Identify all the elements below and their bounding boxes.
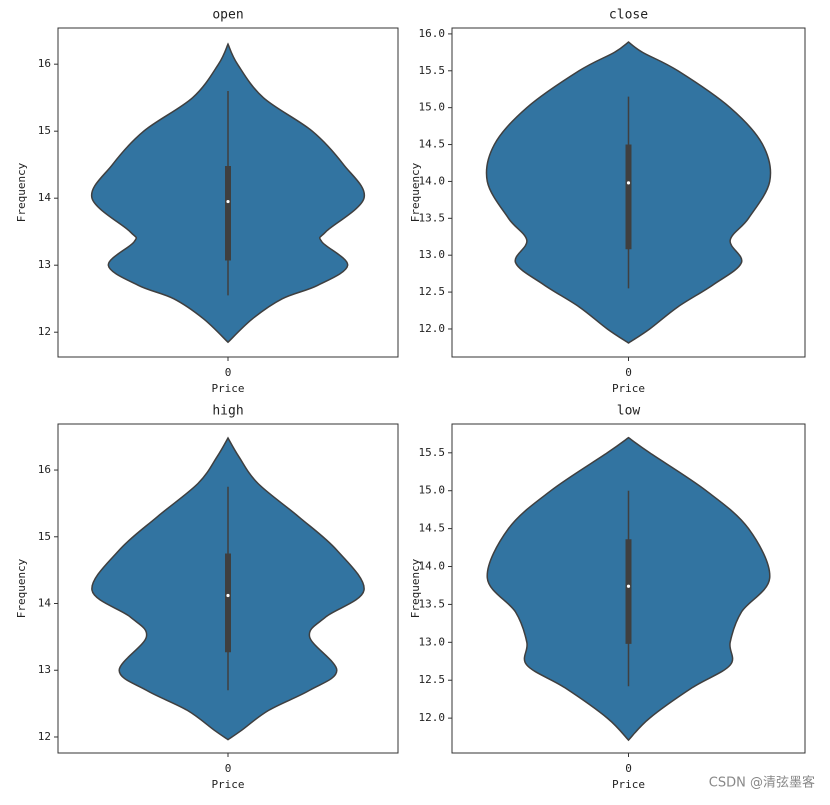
x-axis-label: Price <box>612 778 645 791</box>
y-tick-label: 12.0 <box>419 322 446 335</box>
x-tick-label: 0 <box>625 366 632 379</box>
x-tick-label: 0 <box>625 762 632 775</box>
y-tick-label: 14 <box>38 191 52 204</box>
y-tick-label: 14.5 <box>419 138 446 151</box>
y-tick-label: 15 <box>38 124 51 137</box>
y-tick-label: 15.0 <box>419 101 446 114</box>
subplot-title: open <box>212 8 243 23</box>
median <box>226 199 230 204</box>
x-tick-label: 0 <box>225 366 232 379</box>
y-tick-label: 13 <box>38 258 51 271</box>
y-tick-label: 13.0 <box>419 635 446 648</box>
y-tick-label: 16 <box>38 463 51 476</box>
y-axis-label: Frequency <box>409 558 422 618</box>
subplot-title: low <box>617 404 641 419</box>
x-axis-label: Price <box>211 778 244 791</box>
y-tick-label: 13 <box>38 663 51 676</box>
y-tick-label: 14.0 <box>419 174 446 187</box>
y-tick-label: 12.0 <box>419 711 446 724</box>
y-axis-label: Frequency <box>15 162 28 222</box>
subplot-title: high <box>212 404 243 419</box>
y-axis-label: Frequency <box>15 558 28 618</box>
y-tick-label: 16 <box>38 57 51 70</box>
y-tick-label: 12 <box>38 730 51 743</box>
y-axis-label: Frequency <box>409 162 422 222</box>
y-tick-label: 16.0 <box>419 27 446 40</box>
x-axis-label: Price <box>211 382 244 395</box>
x-axis-label: Price <box>612 382 645 395</box>
median <box>226 593 230 598</box>
y-tick-label: 13.5 <box>419 211 446 224</box>
y-tick-label: 15.5 <box>419 446 446 459</box>
y-tick-label: 12 <box>38 325 51 338</box>
x-tick-label: 0 <box>225 762 232 775</box>
median <box>626 181 631 185</box>
subplot-title: close <box>609 8 648 23</box>
y-tick-label: 12.5 <box>419 673 446 686</box>
median <box>626 584 631 588</box>
y-tick-label: 14.5 <box>419 522 446 535</box>
y-tick-label: 12.5 <box>419 285 446 298</box>
y-tick-label: 13.5 <box>419 597 446 610</box>
y-tick-label: 14.0 <box>419 560 446 573</box>
y-tick-label: 15 <box>38 530 51 543</box>
y-tick-label: 15.5 <box>419 64 446 77</box>
watermark: CSDN @清弦墨客 <box>709 775 815 791</box>
y-tick-label: 14 <box>38 597 52 610</box>
y-tick-label: 15.0 <box>419 484 446 497</box>
y-tick-label: 13.0 <box>419 248 446 261</box>
